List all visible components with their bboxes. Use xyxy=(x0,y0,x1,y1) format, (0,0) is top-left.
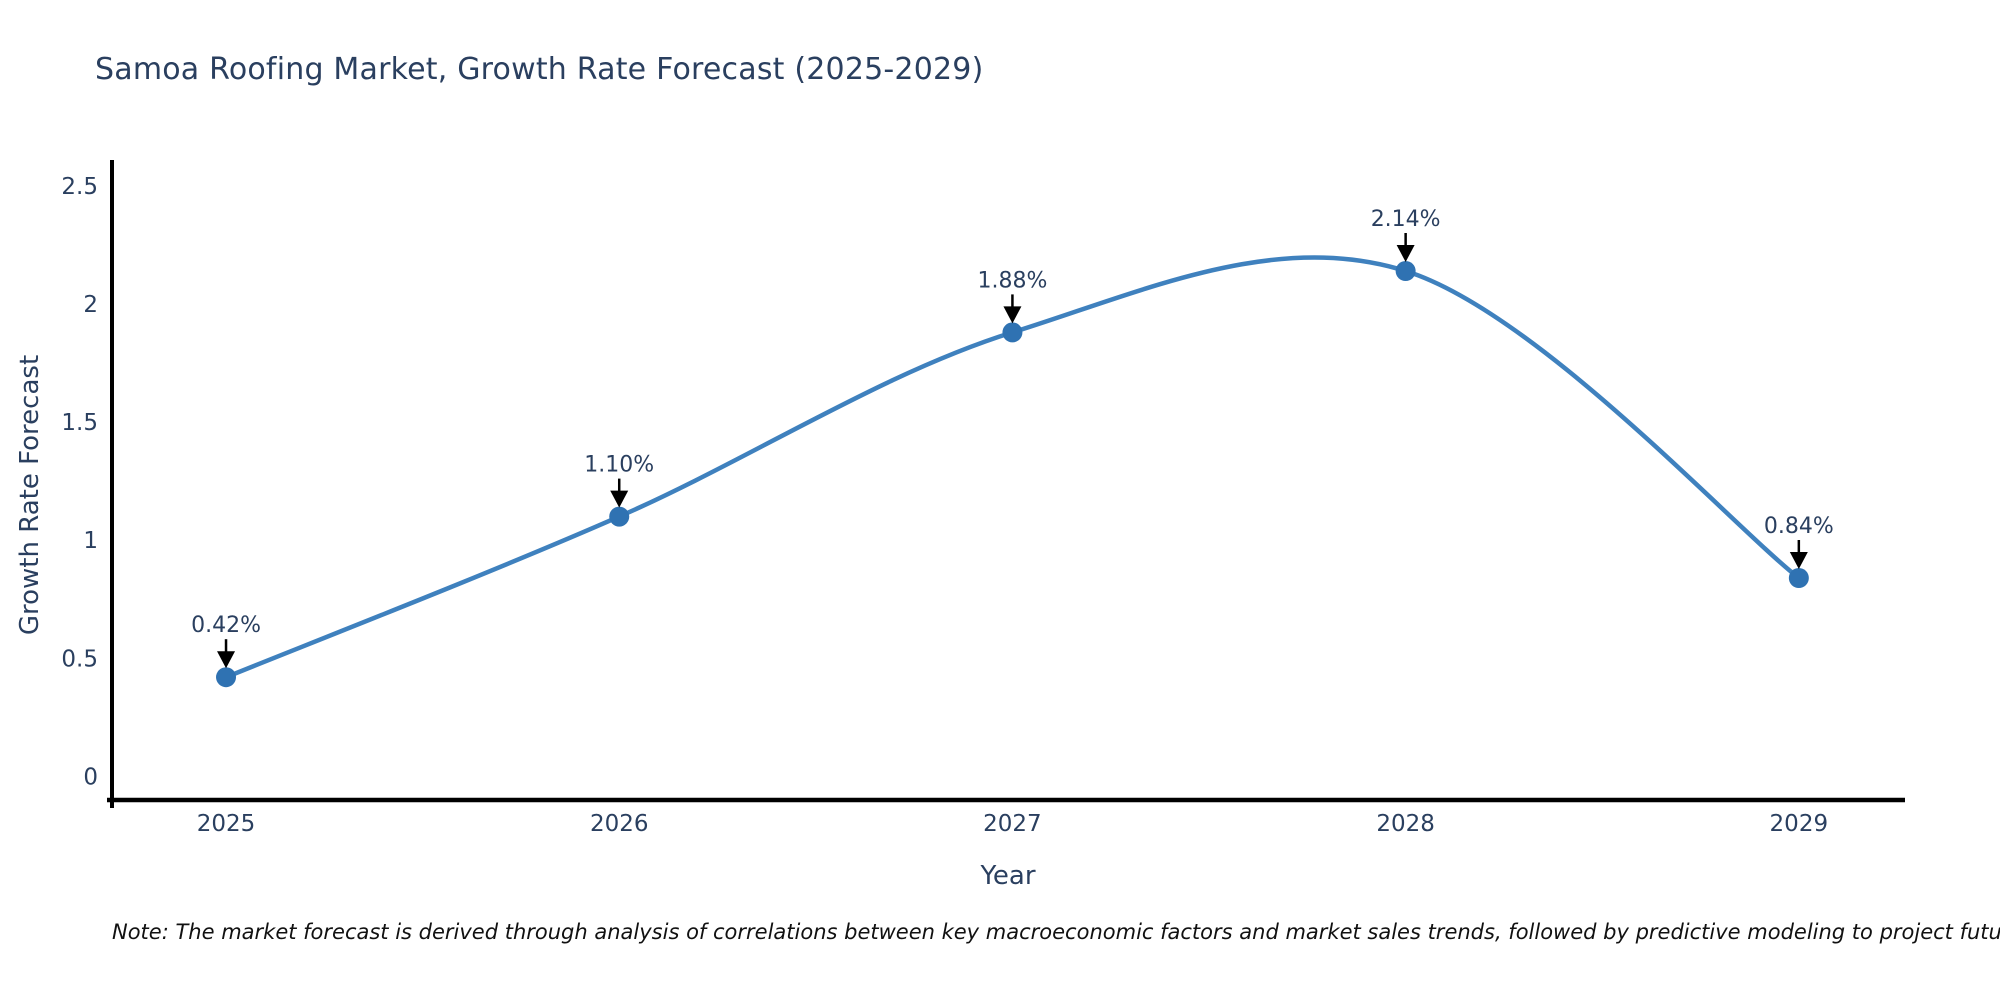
chart-title: Samoa Roofing Market, Growth Rate Foreca… xyxy=(95,52,984,87)
data-point-2025 xyxy=(216,667,237,688)
x-tick-label-2027: 2027 xyxy=(983,811,1042,837)
annotation-arrow-head xyxy=(610,490,629,508)
point-value-label-2025: 0.42% xyxy=(191,613,261,638)
x-axis-title: Year xyxy=(980,861,1036,891)
data-point-2028 xyxy=(1395,260,1416,281)
y-tick-label-0.5: 0.5 xyxy=(61,646,98,672)
y-tick-label-2: 2 xyxy=(83,292,98,318)
x-tick-label-2029: 2029 xyxy=(1770,811,1829,837)
data-point-2026 xyxy=(609,506,630,527)
y-tick-label-2.5: 2.5 xyxy=(61,174,98,200)
x-tick-label-2026: 2026 xyxy=(590,811,649,837)
y-tick-label-0: 0 xyxy=(83,764,98,790)
point-value-label-2028: 2.14% xyxy=(1371,207,1441,232)
footnote: Note: The market forecast is derived thr… xyxy=(112,920,2000,944)
y-tick-label-1.5: 1.5 xyxy=(61,410,98,436)
annotation-arrow-head xyxy=(1003,306,1022,324)
y-axis-title: Growth Rate Forecast xyxy=(15,354,45,636)
x-tick-label-2025: 2025 xyxy=(197,811,256,837)
data-point-2029 xyxy=(1788,568,1809,589)
x-tick-label-2028: 2028 xyxy=(1376,811,1435,837)
annotation-arrow-head xyxy=(1396,244,1415,262)
annotation-arrow-head xyxy=(1789,552,1808,570)
point-value-label-2026: 1.10% xyxy=(584,453,654,478)
point-value-label-2029: 0.84% xyxy=(1764,514,1834,539)
point-value-label-2027: 1.88% xyxy=(977,268,1047,293)
y-tick-label-1: 1 xyxy=(83,528,98,554)
data-point-2027 xyxy=(1002,322,1023,343)
annotation-arrow-head xyxy=(217,651,236,669)
